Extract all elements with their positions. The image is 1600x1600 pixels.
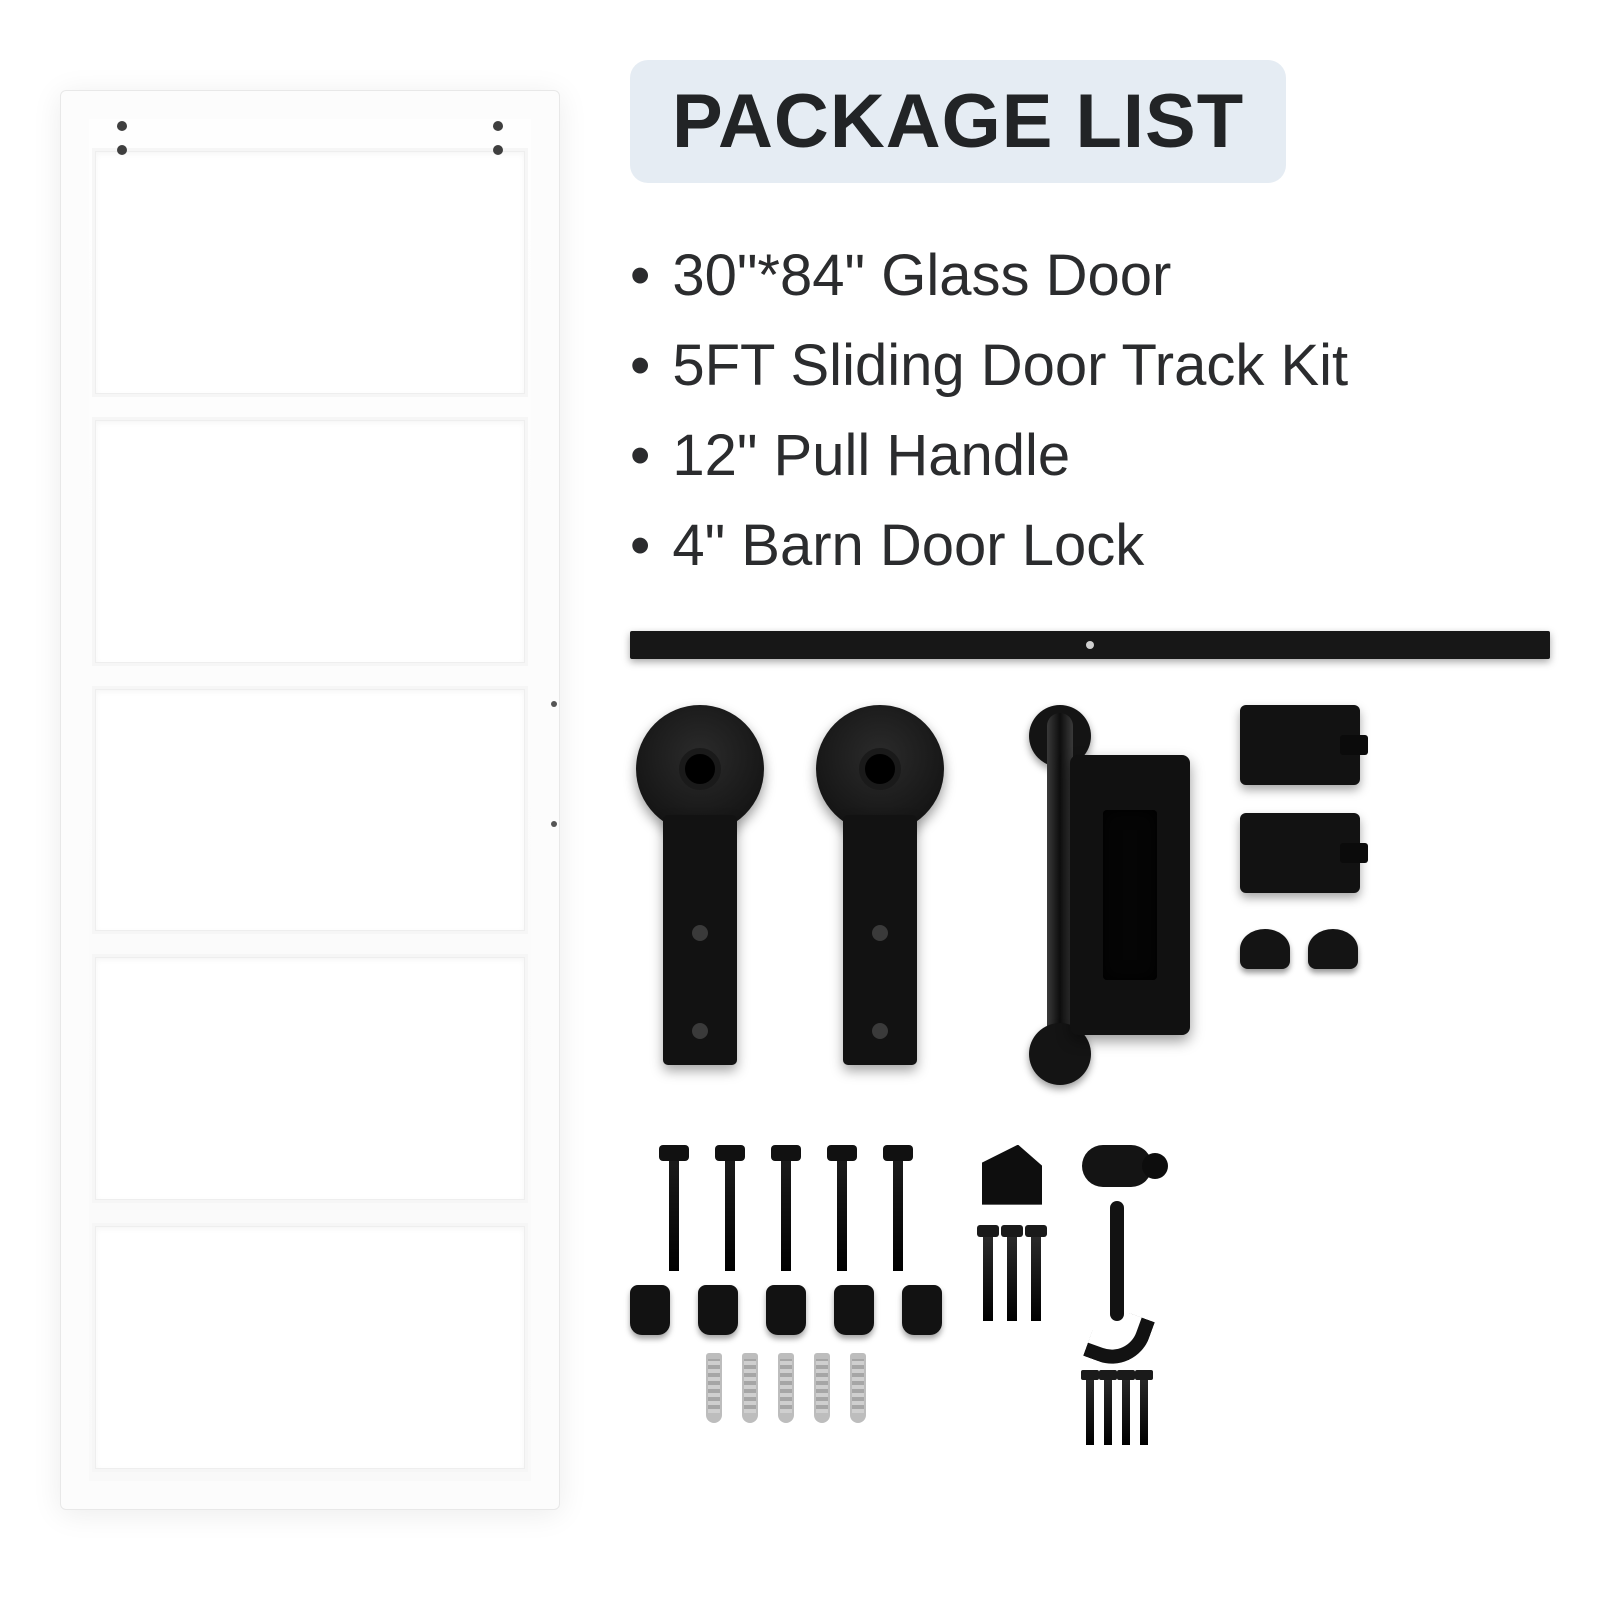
end-caps [1240,929,1360,969]
wall-spacer [766,1285,806,1335]
wall-anchor [706,1353,722,1423]
end-cap [1308,929,1358,969]
door-panel [95,689,525,932]
door-panel [95,420,525,663]
lock-eye-plate [1082,1145,1152,1187]
wall-spacer [630,1285,670,1335]
roller-wheel-icon [816,705,944,833]
door-edge-holes [551,701,557,707]
section-title: PACKAGE LIST [630,60,1286,183]
track-rail [630,631,1550,659]
lag-bolt [828,1145,856,1271]
package-list: 30"*84" Glass Door 5FT Sliding Door Trac… [630,231,1550,591]
wall-anchor [814,1353,830,1423]
flush-pull-plate [1070,755,1190,1035]
door-panel [95,151,525,394]
package-item: 4" Barn Door Lock [630,501,1550,591]
end-cap [1240,929,1290,969]
door-panel [95,957,525,1200]
floor-guide [982,1145,1042,1205]
hanger-strap [843,815,917,1065]
small-parts-column [1240,705,1360,969]
door-stopper [1240,813,1360,893]
lag-bolt [884,1145,912,1271]
page-container: PACKAGE LIST 30"*84" Glass Door 5FT Slid… [0,0,1600,1600]
info-region: PACKAGE LIST 30"*84" Glass Door 5FT Slid… [630,60,1550,1540]
screw [1031,1231,1041,1321]
screw [1086,1375,1094,1445]
wall-spacer [698,1285,738,1335]
lag-bolt [716,1145,744,1271]
door-stopper [1240,705,1360,785]
wall-anchor [850,1353,866,1423]
glass-door [60,90,560,1510]
hardware-image-region [630,631,1550,1540]
hardware-main-row [630,705,1550,1085]
hanger-strap [663,815,737,1065]
wall-spacer [834,1285,874,1335]
door-panel [95,1226,525,1469]
bolt-spacer-group [630,1145,942,1423]
roller-wheel-icon [636,705,764,833]
screw-set [983,1231,1041,1321]
lag-bolt [772,1145,800,1271]
small-screw-set [1086,1375,1148,1445]
door-image-region [50,60,570,1540]
screw [1104,1375,1112,1445]
screw [1140,1375,1148,1445]
fastener-row [630,1145,1550,1445]
wall-anchor [778,1353,794,1423]
package-item: 30"*84" Glass Door [630,231,1550,321]
screw [983,1231,993,1321]
lock-hook [1103,1201,1131,1361]
roller-hanger [630,705,770,1065]
pull-handle [990,705,1130,1085]
roller-hanger [810,705,950,1065]
package-item: 5FT Sliding Door Track Kit [630,321,1550,411]
screw [1122,1375,1130,1445]
door-lock-group [1082,1145,1152,1445]
package-item: 12" Pull Handle [630,411,1550,501]
lag-bolt [660,1145,688,1271]
wall-anchor [742,1353,758,1423]
wall-spacer [902,1285,942,1335]
screw [1007,1231,1017,1321]
